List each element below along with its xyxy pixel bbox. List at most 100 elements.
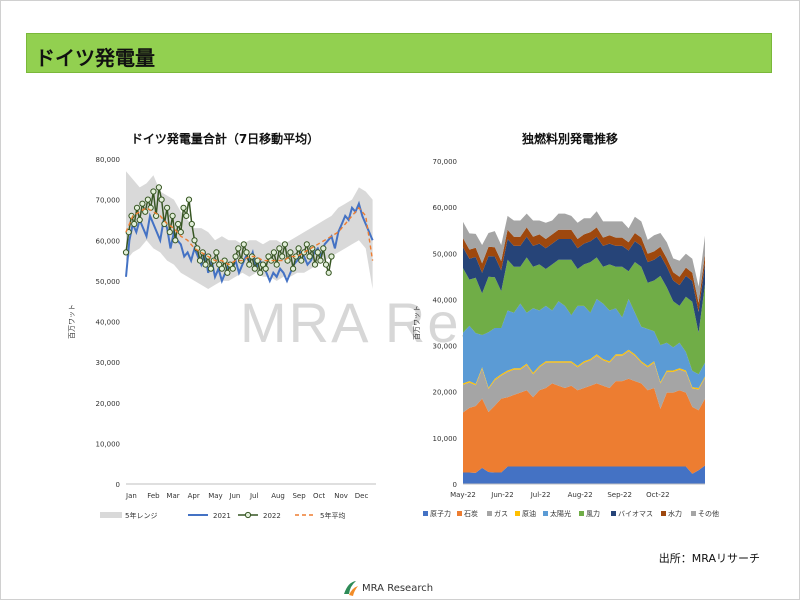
left-line-chart: 0 10,000 20,000 30,000 40,000 50,000 60,000 70,… — [68, 156, 376, 520]
data-point-2022 — [180, 204, 187, 211]
area-series-原子力 — [463, 465, 705, 484]
source-note: 出所：MRAリサーチ — [658, 552, 760, 565]
data-point-2022 — [295, 245, 302, 252]
data-point-2022 — [251, 265, 258, 272]
data-point-2022 — [172, 237, 179, 244]
legend-swatch — [515, 511, 520, 516]
y-tick-label: 60,000 — [433, 204, 458, 212]
data-point-2022 — [276, 245, 283, 252]
x-tick-label: Jul-22 — [530, 491, 551, 499]
legend-swatch-range — [100, 512, 122, 518]
x-tick-label: Jul — [249, 492, 259, 500]
data-point-2022 — [175, 220, 182, 228]
legend-label: 原子力 — [430, 509, 451, 518]
data-point-2022 — [213, 249, 220, 256]
x-tick-label: Nov — [334, 492, 348, 500]
legend-label: 5年平均 — [320, 511, 345, 520]
x-tick-label: Jan — [125, 492, 137, 500]
x-tick-label: Aug — [271, 492, 285, 500]
y-tick-label: 20,000 — [433, 389, 458, 397]
data-point-2022 — [133, 204, 141, 211]
data-point-2022 — [218, 265, 225, 272]
footer-brand: MRA Research — [362, 583, 434, 594]
area-series-その他 — [463, 211, 705, 303]
range-band-5yr — [126, 171, 373, 289]
data-point-2022 — [158, 196, 165, 203]
data-point-2022 — [183, 212, 190, 220]
y-tick-label: 40,000 — [96, 319, 121, 327]
data-point-2022 — [287, 249, 294, 256]
data-point-2022 — [240, 241, 247, 248]
y-tick-label: 30,000 — [96, 359, 121, 367]
legend-swatch — [423, 511, 428, 516]
legend-label: 2022 — [263, 512, 281, 520]
data-point-2022 — [306, 253, 313, 260]
data-point-2022 — [328, 253, 335, 260]
legend-label: 太陽光 — [550, 509, 571, 518]
data-point-2022 — [270, 249, 277, 256]
legend-swatch — [487, 511, 492, 516]
area-series-バイオマス — [463, 236, 705, 333]
y-tick-label: 20,000 — [96, 400, 121, 408]
data-point-2022 — [314, 249, 321, 256]
y-axis-label: 百万ワット — [68, 304, 76, 339]
data-point-2022 — [298, 257, 305, 264]
y-tick-label: 80,000 — [96, 156, 121, 164]
data-point-2022 — [273, 261, 280, 268]
series-line-2022 — [125, 187, 333, 276]
y-tick-label: 50,000 — [433, 250, 458, 258]
data-point-2022 — [229, 265, 236, 272]
legend-swatch — [579, 511, 584, 516]
data-point-2022 — [166, 229, 173, 236]
legend-swatch — [543, 511, 548, 516]
y-tick-label: 40,000 — [433, 296, 458, 304]
y-tick-label: 70,000 — [433, 158, 458, 166]
x-tick-label: Jun — [228, 492, 240, 500]
data-point-2022 — [207, 265, 214, 272]
data-point-2022 — [262, 265, 269, 272]
legend-label: 石炭 — [464, 510, 478, 518]
area-series-石炭 — [463, 378, 705, 474]
x-tick-label: Oct — [313, 492, 325, 500]
page-title: ドイツ発電量 — [35, 46, 155, 70]
legend-label: 原油 — [522, 509, 536, 518]
legend-label: バイオマス — [618, 510, 653, 518]
data-point-2022 — [290, 265, 297, 272]
data-point-2022 — [246, 261, 253, 268]
data-point-2022 — [320, 245, 327, 252]
data-point-2022 — [224, 269, 231, 276]
data-point-2022 — [191, 237, 198, 244]
y-tick-label: 70,000 — [96, 197, 121, 205]
series-line-5yr-average — [125, 206, 374, 266]
x-tick-label: May-22 — [450, 491, 476, 499]
x-tick-label: Jun-22 — [490, 491, 513, 499]
data-point-2022 — [144, 196, 152, 203]
legend-label: ガス — [494, 509, 508, 518]
y-tick-label: 0 — [116, 481, 120, 489]
data-point-2022 — [232, 253, 239, 260]
right-area-chart: 0 10,000 20,000 30,000 40,000 50,000 60,000 70,… — [413, 158, 719, 518]
x-tick-label: Mar — [166, 492, 179, 500]
title-bar: ドイツ発電量 — [26, 33, 772, 73]
data-point-2022 — [317, 257, 324, 264]
data-point-2022 — [150, 188, 157, 195]
data-point-2022 — [169, 212, 176, 220]
data-point-2022 — [243, 249, 250, 256]
data-point-2022 — [311, 261, 319, 268]
x-tick-label: Apr — [188, 492, 200, 500]
legend-swatch — [611, 511, 616, 516]
data-point-2022 — [188, 220, 195, 228]
data-point-2022 — [235, 245, 242, 252]
legend-swatch — [457, 511, 462, 516]
data-point-2022 — [279, 253, 286, 260]
data-point-2022 — [177, 229, 184, 236]
x-tick-label: Sep — [292, 492, 306, 500]
y-tick-label: 10,000 — [433, 435, 458, 443]
data-point-2022 — [254, 257, 261, 264]
data-point-2022 — [202, 261, 209, 268]
legend-label: 水力 — [668, 509, 682, 518]
data-point-2022 — [155, 184, 163, 191]
data-point-2022 — [136, 216, 143, 224]
data-point-2022 — [131, 220, 138, 228]
data-point-2022 — [322, 261, 330, 268]
